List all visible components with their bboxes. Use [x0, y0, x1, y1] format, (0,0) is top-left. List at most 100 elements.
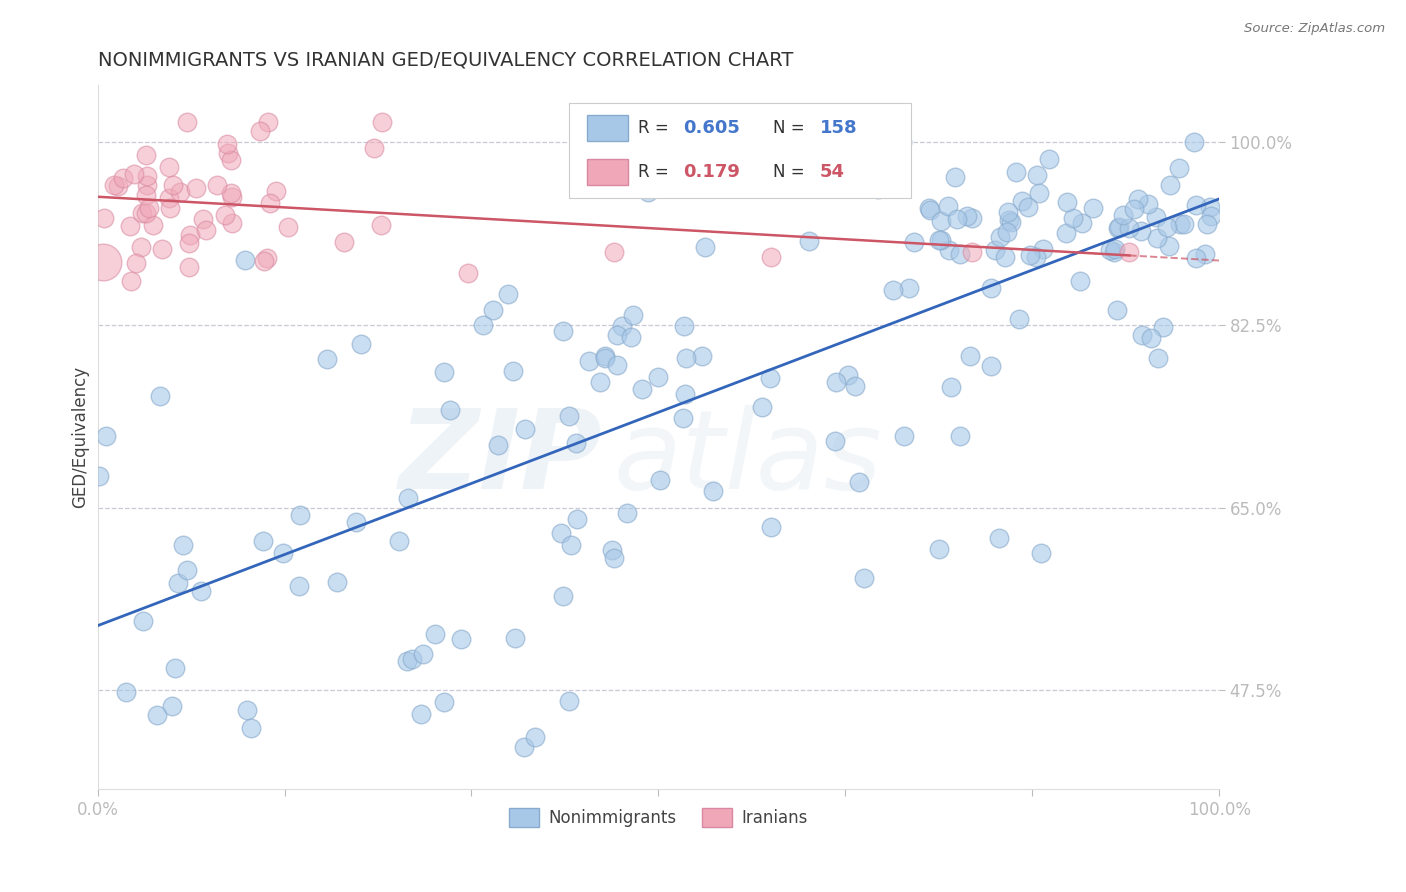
- Point: [928, 542, 950, 557]
- Point: [759, 250, 782, 264]
- Y-axis label: GED/Equivalency: GED/Equivalency: [72, 366, 89, 508]
- Point: [589, 375, 612, 389]
- Point: [593, 349, 616, 363]
- Point: [551, 324, 574, 338]
- Point: [1108, 220, 1130, 235]
- Point: [1185, 198, 1208, 212]
- Point: [578, 354, 600, 368]
- Point: [172, 538, 194, 552]
- Point: [103, 178, 125, 193]
- Point: [503, 631, 526, 645]
- Point: [616, 506, 638, 520]
- Point: [486, 438, 509, 452]
- Point: [371, 114, 394, 128]
- Point: [132, 614, 155, 628]
- Text: N =: N =: [773, 120, 810, 137]
- Point: [179, 228, 201, 243]
- Point: [252, 534, 274, 549]
- Point: [149, 389, 172, 403]
- Point: [167, 575, 190, 590]
- Point: [1107, 303, 1129, 318]
- Point: [236, 703, 259, 717]
- Point: [1168, 217, 1191, 231]
- Point: [1122, 202, 1144, 217]
- Point: [1017, 200, 1039, 214]
- Point: [603, 550, 626, 565]
- Point: [1156, 220, 1178, 235]
- Point: [852, 571, 875, 585]
- Point: [994, 250, 1017, 264]
- Point: [918, 202, 941, 216]
- Point: [136, 178, 159, 192]
- Point: [1008, 311, 1031, 326]
- Point: [648, 473, 671, 487]
- Point: [122, 167, 145, 181]
- Point: [1038, 152, 1060, 166]
- Point: [928, 233, 950, 247]
- Point: [136, 169, 159, 184]
- Point: [1062, 211, 1084, 225]
- Point: [112, 170, 135, 185]
- Point: [1152, 319, 1174, 334]
- Point: [91, 255, 114, 269]
- Point: [825, 375, 848, 389]
- Point: [370, 218, 392, 232]
- Point: [439, 403, 461, 417]
- Point: [647, 370, 669, 384]
- Point: [848, 475, 870, 489]
- Point: [995, 226, 1018, 240]
- Point: [193, 211, 215, 226]
- Point: [918, 203, 941, 218]
- Point: [179, 236, 201, 251]
- Point: [1005, 165, 1028, 179]
- Point: [1194, 246, 1216, 260]
- Point: [114, 685, 136, 699]
- Point: [1159, 239, 1181, 253]
- Point: [939, 380, 962, 394]
- Point: [221, 215, 243, 229]
- Point: [980, 281, 1002, 295]
- Point: [931, 214, 953, 228]
- Point: [1128, 192, 1150, 206]
- Text: 54: 54: [820, 163, 845, 181]
- Point: [1056, 194, 1078, 209]
- Point: [759, 520, 782, 534]
- Legend: Nonimmigrants, Iranians: Nonimmigrants, Iranians: [502, 802, 815, 834]
- Point: [1118, 221, 1140, 235]
- Point: [837, 368, 859, 382]
- Point: [326, 574, 349, 589]
- Point: [1185, 251, 1208, 265]
- Point: [1168, 161, 1191, 175]
- Point: [316, 351, 339, 366]
- Point: [1112, 208, 1135, 222]
- Point: [1137, 197, 1160, 211]
- Point: [118, 219, 141, 233]
- Point: [350, 336, 373, 351]
- Point: [1031, 546, 1053, 560]
- Point: [288, 508, 311, 522]
- Point: [1198, 200, 1220, 214]
- Point: [450, 632, 472, 646]
- Point: [333, 235, 356, 249]
- Text: 0.179: 0.179: [683, 163, 740, 181]
- Point: [949, 246, 972, 260]
- Point: [728, 141, 751, 155]
- Point: [1081, 201, 1104, 215]
- Point: [602, 543, 624, 558]
- Point: [956, 209, 979, 223]
- Point: [221, 190, 243, 204]
- Point: [524, 730, 547, 744]
- Point: [675, 351, 697, 365]
- Point: [998, 213, 1021, 227]
- Point: [1000, 215, 1022, 229]
- Point: [179, 260, 201, 274]
- Point: [1028, 186, 1050, 200]
- Point: [135, 188, 157, 202]
- Point: [363, 140, 385, 154]
- Point: [135, 148, 157, 162]
- Point: [567, 511, 589, 525]
- Point: [962, 211, 984, 225]
- Point: [938, 243, 960, 257]
- Point: [433, 695, 456, 709]
- Point: [1107, 221, 1129, 235]
